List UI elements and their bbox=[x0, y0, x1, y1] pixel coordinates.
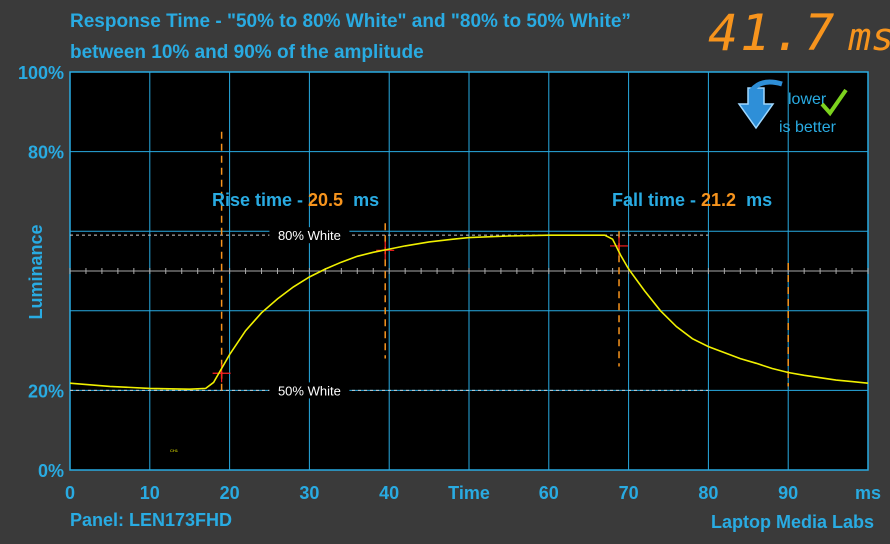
curl-icon bbox=[750, 79, 783, 92]
check-icon bbox=[820, 88, 848, 117]
down-arrow-icon bbox=[737, 87, 775, 130]
reference-label-bg bbox=[269, 227, 350, 244]
x-tick-label: 80 bbox=[698, 483, 718, 503]
rise-time-value: 20.5 bbox=[308, 190, 343, 210]
fall-time-annotation: Fall time - 21.2 ms bbox=[612, 190, 772, 210]
x-tick-label: Time bbox=[448, 483, 490, 503]
response-time-readout: 41.7 ms bbox=[708, 4, 890, 62]
x-tick-label: 30 bbox=[299, 483, 319, 503]
rise-time-annotation: Rise time - 20.5 ms bbox=[212, 190, 379, 210]
x-tick-label: 60 bbox=[539, 483, 559, 503]
y-tick-label: 80% bbox=[28, 143, 64, 163]
y-tick-labels: 100% 80% 20% 0% bbox=[18, 63, 64, 481]
brand-label: Laptop Media Labs bbox=[710, 512, 874, 532]
x-tick-label: 0 bbox=[65, 483, 75, 503]
y-tick-label: 20% bbox=[28, 381, 64, 401]
x-tick-label: 90 bbox=[778, 483, 798, 503]
y-tick-label: 100% bbox=[18, 63, 64, 83]
badge-line-1: lower bbox=[788, 91, 827, 108]
reference-lines: 80% White 50% White bbox=[70, 227, 709, 399]
rise-time-unit: ms bbox=[353, 190, 379, 210]
rise-time-label: Rise time - bbox=[212, 190, 308, 210]
y-axis-label: Luminance bbox=[26, 224, 46, 319]
badge-line-2: is better bbox=[779, 119, 837, 136]
luminance-trace bbox=[69, 234, 869, 391]
x-tick-label: 70 bbox=[619, 483, 639, 503]
reference-label-bg bbox=[269, 382, 350, 399]
lower-is-better-badge: lower is better bbox=[737, 79, 848, 136]
chart-title: Response Time - "50% to 80% White" and "… bbox=[70, 6, 710, 68]
title-line-2: between 10% and 90% of the amplitude bbox=[70, 42, 424, 63]
panel-label: Panel: LEN173FHD bbox=[70, 510, 233, 530]
x-tick-label: 20 bbox=[220, 483, 240, 503]
channel-note: CH1 bbox=[170, 448, 179, 453]
x-tick-label: ms bbox=[855, 483, 881, 503]
readout-value: 41.7 bbox=[708, 4, 837, 62]
fall-time-unit: ms bbox=[746, 190, 772, 210]
fall-time-value: 21.2 bbox=[701, 190, 736, 210]
readout-unit: ms bbox=[848, 15, 890, 59]
x-tick-label: 10 bbox=[140, 483, 160, 503]
x-tick-label: 40 bbox=[379, 483, 399, 503]
x-tick-labels: 0 10 20 30 40 Time 60 70 80 90 ms bbox=[65, 483, 881, 503]
fall-time-label: Fall time - bbox=[612, 190, 701, 210]
y-tick-label: 0% bbox=[38, 461, 64, 481]
reference-label: 80% White bbox=[278, 228, 341, 243]
reference-label: 50% White bbox=[278, 383, 341, 398]
title-line-1: Response Time - "50% to 80% White" and "… bbox=[70, 11, 631, 32]
